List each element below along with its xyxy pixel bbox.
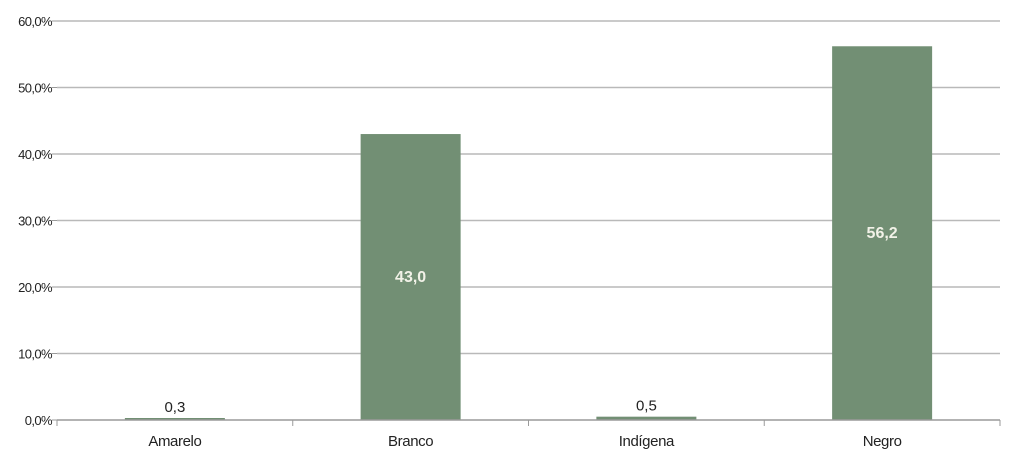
bar-amarelo bbox=[124, 418, 225, 420]
data-label: 0,3 bbox=[164, 399, 185, 416]
x-axis bbox=[56, 419, 1001, 426]
bar-negro bbox=[832, 46, 933, 421]
y-tick-label: 50,0% bbox=[18, 81, 53, 96]
y-tick-label: 40,0% bbox=[18, 147, 53, 162]
x-axis-ticks: Amarelo Branco Indígena Negro bbox=[148, 433, 902, 450]
bar-ind-gena bbox=[596, 416, 697, 420]
y-tick-label: 0,0% bbox=[25, 413, 53, 428]
data-label: 43,0 bbox=[395, 269, 426, 286]
data-label: 56,2 bbox=[867, 225, 898, 242]
y-tick-label: 20,0% bbox=[18, 280, 53, 295]
y-axis-ticks: 0,0% 10,0% 20,0% 30,0% 40,0% 50,0% 60,0% bbox=[18, 14, 57, 428]
bar-branco bbox=[360, 134, 461, 421]
data-labels: 0,3 43,0 0,5 56,2 bbox=[164, 225, 897, 416]
x-tick-label: Amarelo bbox=[148, 433, 201, 450]
data-label: 0,5 bbox=[636, 398, 657, 415]
bars bbox=[124, 46, 933, 421]
y-tick-label: 10,0% bbox=[18, 347, 53, 362]
y-tick-label: 60,0% bbox=[18, 14, 53, 29]
y-tick-label: 30,0% bbox=[18, 214, 53, 229]
x-tick-label: Branco bbox=[388, 433, 433, 450]
x-tick-label: Indígena bbox=[619, 433, 675, 450]
x-tick-label: Negro bbox=[863, 433, 902, 450]
